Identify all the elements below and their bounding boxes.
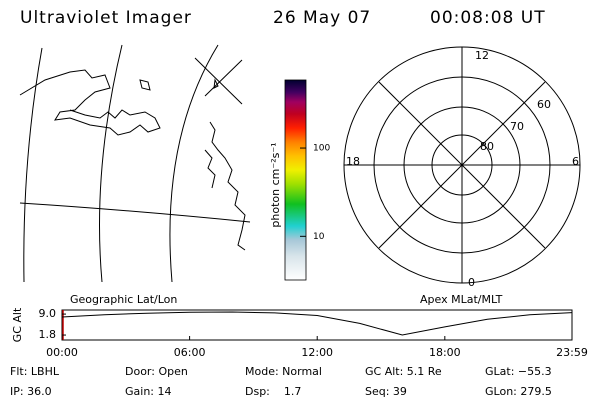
y-tick-label: 1.8 (39, 328, 57, 341)
date: 26 May 07 (273, 8, 371, 28)
colorbar-tick-label: 100 (313, 144, 330, 154)
colorbar-ticks: 10 100 (300, 144, 330, 242)
x-tick-label: 23:59 (556, 346, 588, 359)
status-field: GLon: 279.5 (485, 385, 552, 398)
y-tick-label: 9.0 (39, 307, 57, 320)
lat-label: 80 (480, 140, 494, 153)
footer: Flt: LBHL Door: Open Mode: Normal GC Alt: 5… (10, 365, 552, 398)
x-tick-label: 00:00 (46, 346, 78, 359)
polar-plot: 12 6 0 18 80 70 60 (343, 46, 581, 289)
status-field: Door: Open (125, 365, 188, 378)
x-tick-label: 12:00 (301, 346, 333, 359)
y-axis-label: GC Alt (11, 307, 24, 342)
status-field: Seq: 39 (365, 385, 407, 398)
status-field: IP: 36.0 (10, 385, 52, 398)
status-field: GC Alt: 5.1 Re (365, 365, 442, 378)
status-field: Flt: LBHL (10, 365, 60, 378)
mlt-label: 0 (468, 276, 475, 289)
mlt-label: 18 (346, 155, 360, 168)
colorbar-tick-label: 10 (313, 232, 325, 242)
status-field: Gain: 14 (125, 385, 172, 398)
geo-map (19, 44, 251, 283)
x-tick-label: 18:00 (429, 346, 461, 359)
status-field: GLat: −55.3 (485, 365, 552, 378)
status-field: Mode: Normal (245, 365, 322, 378)
mlt-label: 6 (572, 155, 579, 168)
alt-plot-frame (61, 309, 573, 341)
lat-label: 70 (510, 120, 524, 133)
alt-line (61, 311, 573, 336)
colorbar-label: photon cm⁻²s⁻¹ (269, 142, 282, 227)
x-tick-label: 06:00 (174, 346, 206, 359)
panel-label: Apex MLat/MLT (420, 293, 503, 306)
alt-plot: 1.8 9.0 00:00 06:00 12:00 18:00 23:59 (39, 307, 588, 359)
title: Ultraviolet Imager (20, 8, 192, 28)
lat-label: 60 (537, 98, 551, 111)
time: 00:08:08 UT (430, 8, 546, 28)
mlt-label: 12 (475, 49, 489, 62)
colorbar (284, 79, 307, 281)
panel-label: Geographic Lat/Lon (70, 293, 177, 306)
status-field: Dsp: 1.7 (245, 385, 301, 398)
